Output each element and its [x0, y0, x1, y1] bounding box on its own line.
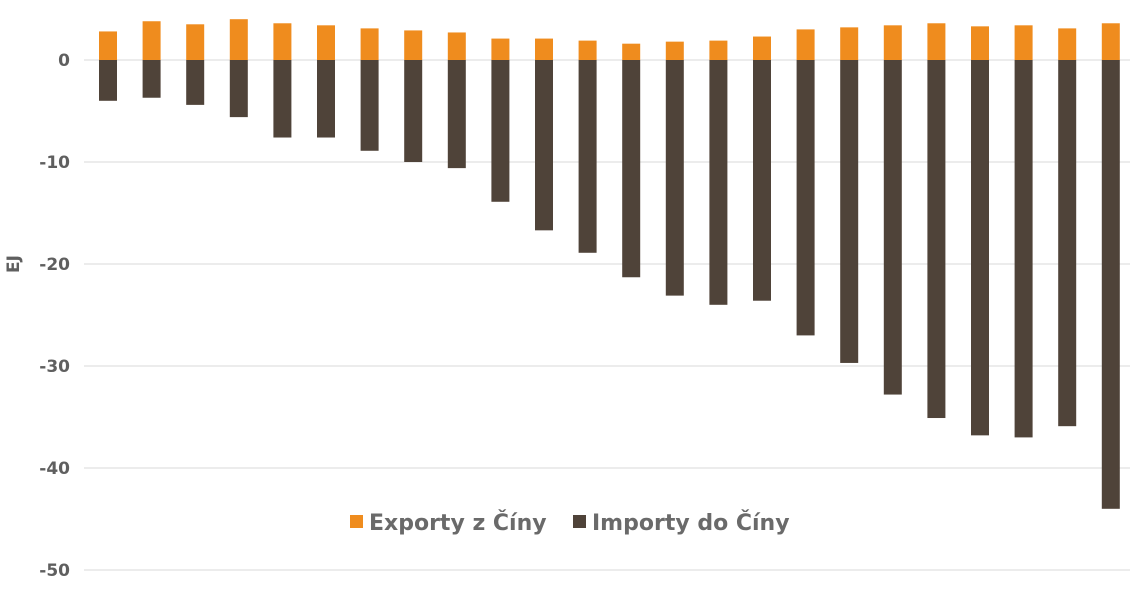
bar-import	[709, 60, 728, 305]
legend-label: Exporty z Číny	[369, 510, 547, 536]
bar-import	[142, 60, 161, 98]
bar-export	[447, 32, 466, 60]
legend-label: Importy do Číny	[592, 510, 790, 536]
bar-import	[186, 60, 205, 105]
bar-import	[99, 60, 117, 101]
bar-export	[1014, 25, 1033, 60]
bar-export	[142, 21, 161, 61]
bar-export	[665, 41, 684, 60]
y-tick-label: -40	[39, 459, 70, 479]
bar-export	[840, 27, 859, 60]
legend-swatch	[573, 515, 586, 528]
bar-export	[971, 26, 989, 60]
bar-export	[99, 31, 117, 60]
bar-import	[927, 60, 946, 419]
bar-import	[1014, 60, 1033, 438]
bar-import	[883, 60, 902, 395]
bar-export	[1101, 23, 1120, 61]
bar-import	[753, 60, 771, 301]
y-tick-label: -20	[39, 255, 70, 275]
bar-export	[796, 29, 815, 60]
bar-import	[1058, 60, 1077, 427]
bar-export	[360, 28, 379, 60]
bar-export	[273, 23, 292, 61]
bar-import	[578, 60, 597, 253]
bar-export	[1058, 28, 1077, 60]
bar-import	[796, 60, 815, 336]
bar-import	[447, 60, 466, 169]
bar-export	[186, 24, 205, 60]
bar-import	[273, 60, 292, 138]
bar-import	[360, 60, 379, 151]
bar-import	[491, 60, 510, 202]
bar-export	[404, 30, 423, 60]
legend-swatch	[350, 515, 363, 528]
bar-export	[535, 38, 553, 60]
gridlines	[84, 59, 1130, 571]
bar-export	[229, 19, 248, 60]
bar-export	[709, 40, 728, 60]
y-tick-label: -50	[39, 561, 70, 581]
y-tick-label: -10	[39, 153, 70, 173]
legend: Exporty z Číny Importy do Číny	[350, 510, 790, 536]
y-tick-label: 0	[58, 51, 70, 71]
bar-export	[317, 25, 335, 60]
bar-import	[622, 60, 641, 278]
bar-import	[840, 60, 859, 363]
axes: 0 -10 -20 -30 -40 -50	[39, 51, 70, 581]
bar-import	[317, 60, 335, 138]
y-tick-label: -30	[39, 357, 70, 377]
bar-import	[535, 60, 553, 231]
bar-export	[927, 23, 946, 61]
bars	[99, 19, 1120, 509]
bar-export	[491, 38, 510, 60]
bar-import	[665, 60, 684, 296]
bar-import	[404, 60, 423, 162]
bar-export	[883, 25, 902, 60]
bar-export	[753, 36, 771, 60]
bar-export	[578, 40, 597, 60]
bar-import	[971, 60, 989, 436]
y-axis-label: EJ	[4, 255, 24, 273]
bar-import	[1101, 60, 1120, 509]
bar-import	[229, 60, 248, 118]
bar-export	[622, 43, 641, 60]
